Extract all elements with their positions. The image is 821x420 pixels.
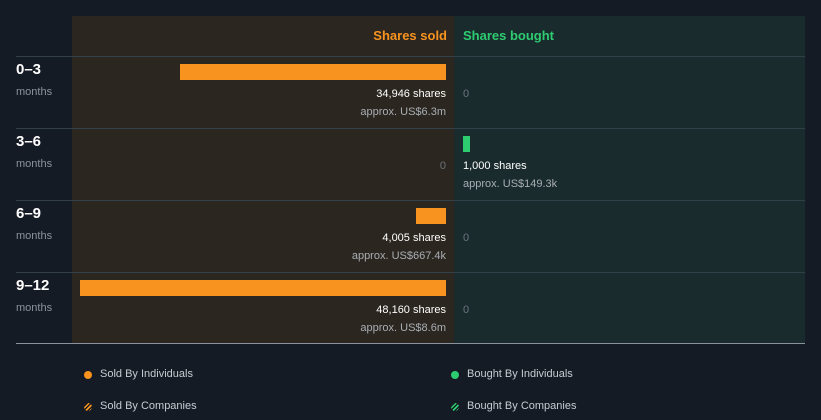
sold-approx-label: approx. US$667.4k — [351, 250, 446, 262]
sold-zero-label: 0 — [439, 160, 446, 172]
bought-panel — [454, 16, 805, 344]
legend-label: Sold By Companies — [100, 400, 197, 412]
sold-bar — [180, 64, 446, 80]
row-period-unit: months — [16, 302, 53, 314]
bought-approx-label: approx. US$149.3k — [463, 178, 558, 190]
sold-shares-label: 48,160 shares — [376, 304, 446, 316]
row-period-label: 6–9 — [16, 205, 42, 222]
bought-zero-label: 0 — [463, 304, 470, 316]
row-period-label: 0–3 — [16, 61, 42, 78]
legend-hatch-marker — [84, 403, 92, 411]
row-divider — [16, 128, 805, 129]
row-period-unit: months — [16, 158, 53, 170]
sold-bar — [415, 208, 446, 224]
row-divider — [16, 56, 805, 57]
legend-hatch-marker — [451, 403, 459, 411]
row-period-label: 3–6 — [16, 133, 42, 150]
bought-zero-label: 0 — [463, 232, 470, 244]
row-period-unit: months — [16, 86, 53, 98]
sold-approx-label: approx. US$6.3m — [360, 106, 446, 118]
bought-bar — [463, 136, 470, 152]
row-period-label: 9–12 — [16, 277, 50, 294]
sold-approx-label: approx. US$8.6m — [360, 322, 446, 334]
legend-dot-marker — [451, 371, 459, 379]
sold-bar — [80, 280, 446, 296]
sold-shares-label: 4,005 shares — [382, 232, 446, 244]
shares-sold-header: Shares sold — [373, 28, 447, 43]
bought-shares-label: 1,000 shares — [463, 160, 527, 172]
row-divider — [16, 272, 805, 273]
row-period-unit: months — [16, 230, 53, 242]
legend-label: Sold By Individuals — [100, 368, 193, 380]
legend-dot-marker — [84, 371, 92, 379]
bought-zero-label: 0 — [463, 88, 470, 100]
legend-label: Bought By Individuals — [467, 368, 573, 380]
chart-baseline — [16, 343, 805, 344]
shares-bought-header: Shares bought — [463, 28, 555, 43]
row-divider — [16, 200, 805, 201]
legend-label: Bought By Companies — [467, 400, 577, 412]
sold-shares-label: 34,946 shares — [376, 88, 446, 100]
